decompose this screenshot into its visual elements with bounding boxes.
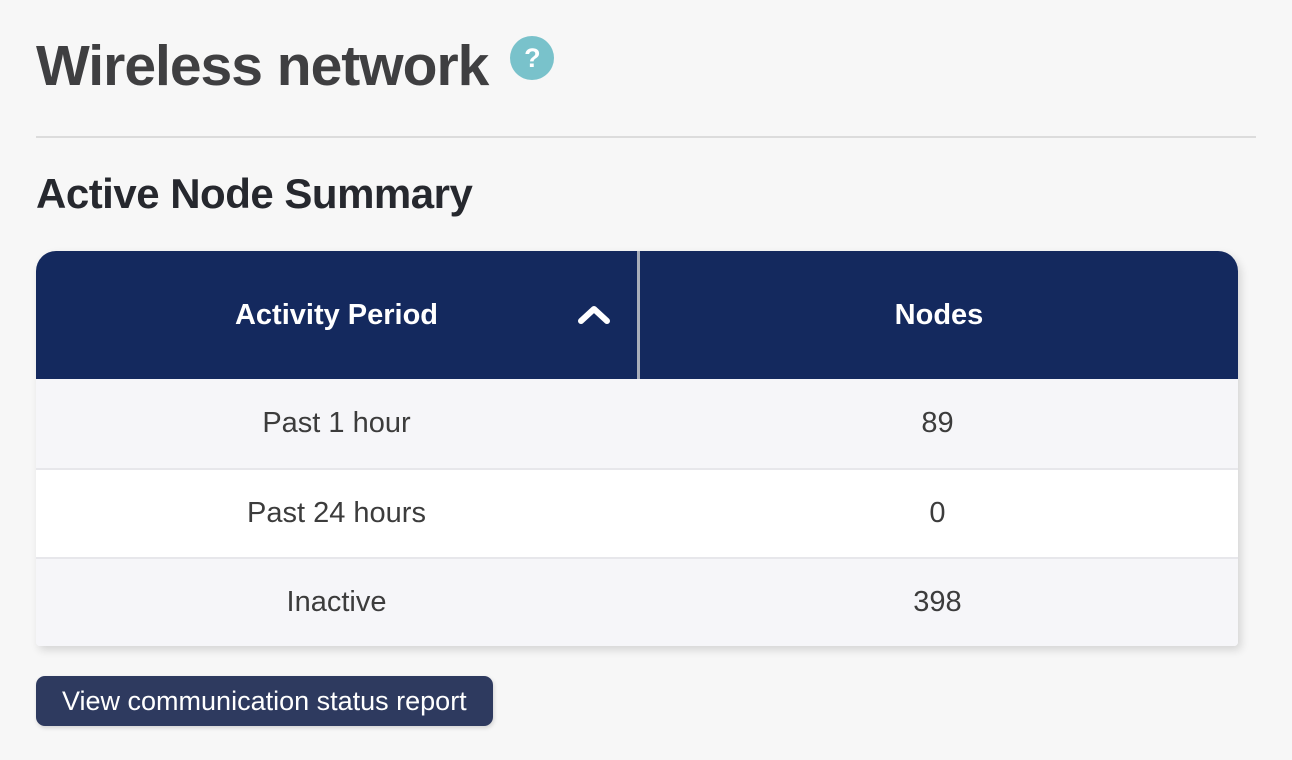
active-node-summary-section: Active Node Summary Activity Period Node… [0, 168, 1292, 726]
column-header-activity-period[interactable]: Activity Period [36, 251, 637, 379]
activity-period-cell: Past 1 hour [262, 407, 411, 439]
active-node-summary-table: Activity Period Nodes Past 1 hour 89 Pas… [36, 251, 1238, 646]
table-row-past-1-hour: Past 1 hour 89 [36, 379, 1238, 468]
column-header-nodes-label: Nodes [894, 298, 984, 331]
nodes-count-cell: 398 [913, 586, 962, 618]
header-divider [36, 136, 1256, 138]
table-body: Past 1 hour 89 Past 24 hours 0 Inactive … [36, 379, 1238, 646]
column-header-nodes[interactable]: Nodes [637, 251, 1238, 379]
nodes-count-cell: 0 [929, 497, 946, 529]
title-row: Wireless network ? [36, 30, 1256, 102]
nodes-count-cell: 89 [921, 407, 954, 439]
table-row-past-24-hours: Past 24 hours 0 [36, 468, 1238, 557]
page-header: Wireless network ? [0, 0, 1292, 138]
sort-ascending-icon [578, 306, 610, 324]
page-title: Wireless network [36, 34, 489, 98]
column-header-activity-period-label: Activity Period [234, 298, 439, 331]
table-row-inactive: Inactive 398 [36, 557, 1238, 646]
help-icon[interactable]: ? [510, 36, 555, 80]
section-heading: Active Node Summary [36, 170, 473, 217]
activity-period-cell: Past 24 hours [247, 497, 426, 529]
question-mark-glyph: ? [524, 42, 541, 73]
activity-period-cell: Inactive [286, 586, 387, 618]
table-header-row: Activity Period Nodes [36, 251, 1238, 379]
view-communication-status-report-button[interactable]: View communication status report [36, 676, 493, 726]
